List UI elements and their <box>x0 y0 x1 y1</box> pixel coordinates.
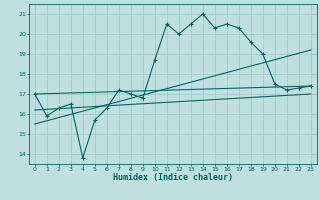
X-axis label: Humidex (Indice chaleur): Humidex (Indice chaleur) <box>113 173 233 182</box>
